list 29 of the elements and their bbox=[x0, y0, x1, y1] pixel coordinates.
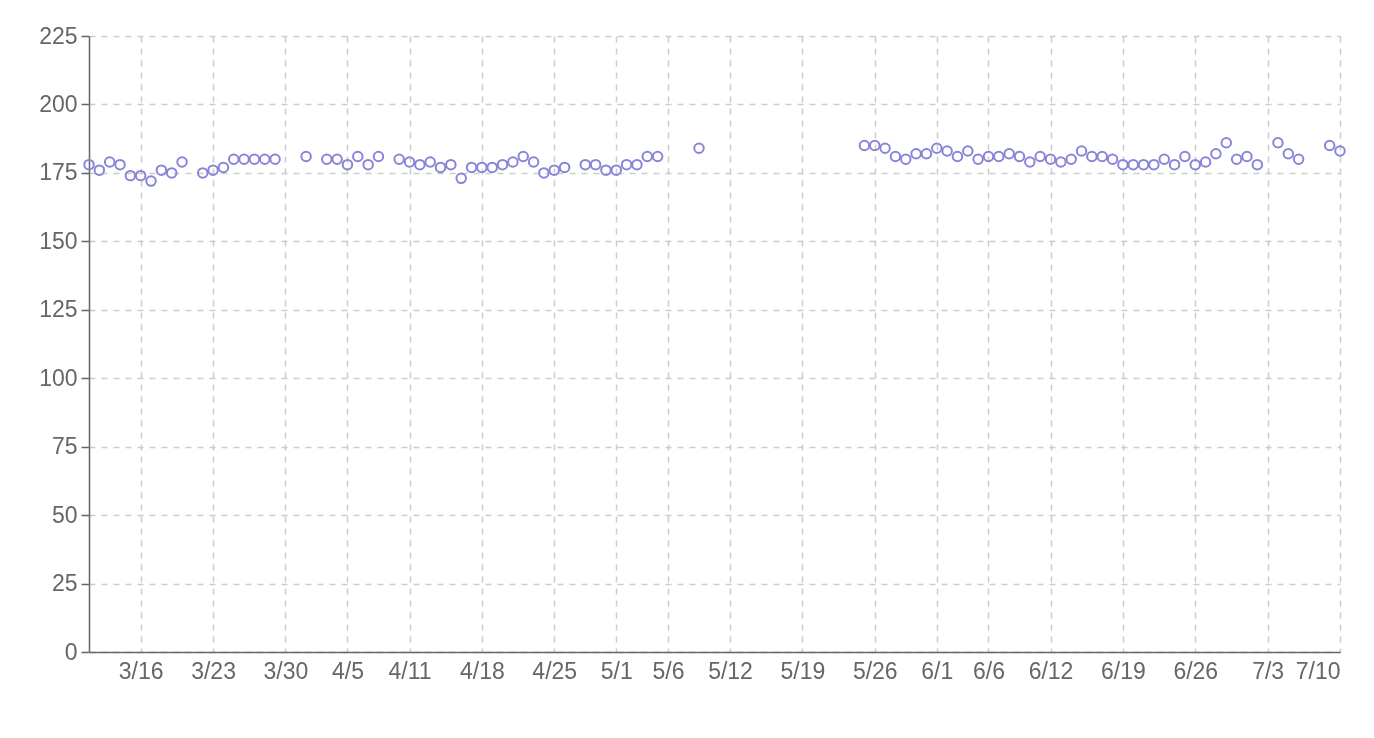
x-tick-label: 6/6 bbox=[972, 657, 1005, 684]
x-tick-label: 5/26 bbox=[852, 657, 898, 684]
y-tick-label: 25 bbox=[51, 570, 78, 597]
y-tick-label: 75 bbox=[51, 433, 78, 460]
x-tick-label: 4/18 bbox=[459, 657, 505, 684]
x-tick-label: 3/23 bbox=[191, 657, 236, 684]
x-tick-label: 7/3 bbox=[1252, 657, 1285, 684]
x-tick-label: 5/6 bbox=[652, 657, 685, 684]
x-tick-label: 4/11 bbox=[388, 657, 432, 684]
x-tick-label: 6/1 bbox=[921, 657, 954, 684]
x-tick-label: 5/1 bbox=[600, 657, 633, 684]
y-tick-label: 100 bbox=[39, 364, 78, 391]
x-tick-label: 3/16 bbox=[118, 657, 164, 684]
x-tick-label: 6/19 bbox=[1101, 657, 1146, 684]
x-tick-label: 3/30 bbox=[263, 657, 309, 684]
y-tick-label: 125 bbox=[39, 296, 78, 323]
y-tick-label: 225 bbox=[39, 22, 78, 49]
y-tick-label: 50 bbox=[51, 501, 78, 528]
x-tick-label: 7/10 bbox=[1295, 657, 1341, 684]
x-tick-label: 4/5 bbox=[331, 657, 364, 684]
y-tick-label: 175 bbox=[39, 159, 78, 186]
x-tick-label: 4/25 bbox=[532, 657, 578, 684]
x-tick-label: 5/12 bbox=[708, 657, 753, 684]
x-tick-label: 6/26 bbox=[1173, 657, 1219, 684]
y-tick-label: 0 bbox=[64, 638, 78, 665]
x-tick-label: 5/19 bbox=[780, 657, 826, 684]
y-tick-label: 150 bbox=[39, 227, 78, 254]
x-tick-label: 6/12 bbox=[1028, 657, 1074, 684]
y-tick-label: 200 bbox=[39, 90, 78, 117]
